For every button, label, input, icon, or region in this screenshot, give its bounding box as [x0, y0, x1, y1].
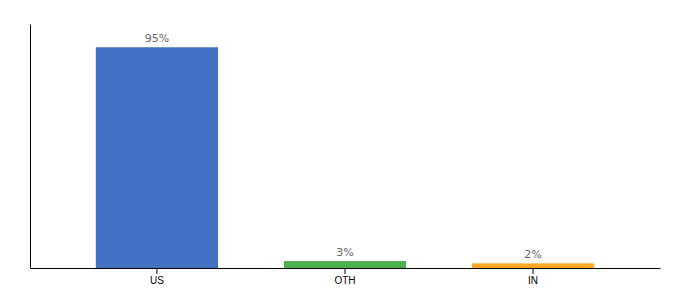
- x-tick-label: OTH: [334, 275, 355, 286]
- x-tick-mark: [345, 268, 346, 274]
- x-tick-label: US: [150, 275, 164, 286]
- data-label: 3%: [336, 246, 353, 259]
- data-labels: 95% 3% 2%: [145, 32, 542, 261]
- y-axis: [30, 25, 31, 269]
- x-tick: IN: [528, 268, 538, 286]
- x-axis: US OTH IN: [31, 268, 661, 286]
- bar: [96, 47, 218, 268]
- x-tick-label: IN: [528, 275, 538, 286]
- bar: [472, 263, 594, 268]
- x-tick: OTH: [334, 268, 355, 286]
- x-tick-mark: [533, 268, 534, 274]
- y-axis-line: [30, 25, 31, 269]
- chart-container: US OTH IN 95% 3% 2%: [0, 0, 680, 300]
- x-tick: US: [150, 268, 164, 286]
- data-label: 95%: [145, 32, 169, 45]
- bars: [96, 47, 594, 268]
- chart-svg: US OTH IN 95% 3% 2%: [0, 0, 680, 300]
- x-tick-mark: [156, 268, 157, 274]
- data-label: 2%: [524, 248, 541, 261]
- bar: [284, 261, 406, 268]
